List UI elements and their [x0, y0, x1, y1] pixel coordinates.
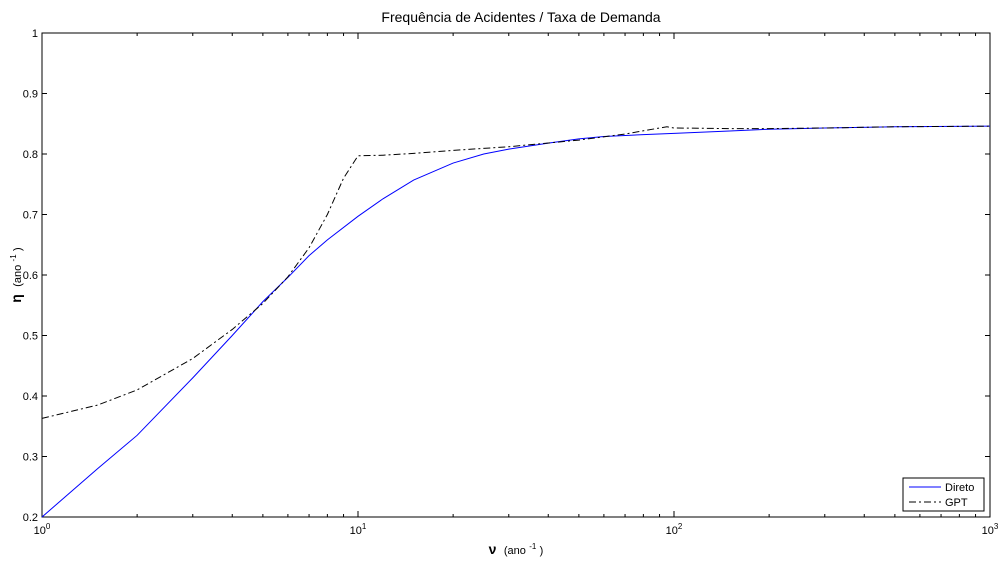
x-axis-unit: (ano [504, 545, 526, 557]
plot-area [41, 32, 991, 518]
x-tick-label: 101 [350, 522, 367, 537]
series-layer [41, 125, 991, 518]
legend-label-gpt: GPT [945, 497, 968, 509]
series-line-gpt [41, 125, 991, 419]
y-tick-label: 0.5 [23, 331, 38, 343]
x-axis-title: ν (ano -1 ) [489, 538, 544, 557]
y-tick-label: 0.2 [23, 512, 38, 524]
x-tick-label: 102 [666, 522, 683, 537]
series-line-direto [41, 125, 991, 518]
y-axis-title: η (ano -1 ) [5, 247, 24, 302]
y-tick-label: 0.6 [23, 270, 38, 282]
y-axis-unit-close: ) [12, 247, 24, 251]
y-axis-unit-exponent: -1 [9, 254, 18, 262]
chart-title: Frequência de Acidentes / Taxa de Demand… [381, 9, 660, 25]
x-axis-symbol: ν [489, 541, 497, 557]
x-tick-label: 103 [982, 522, 999, 537]
y-tick-label: 0.8 [23, 149, 38, 161]
legend-label-direto: Direto [945, 482, 974, 494]
x-axis-unit-exponent: -1 [529, 542, 537, 551]
y-tick-label: 0.4 [23, 391, 38, 403]
y-axis: 0.2 0.3 0.4 0.5 0.6 0.7 0.8 0.9 1 [23, 28, 990, 524]
y-tick-label: 0.7 [23, 210, 38, 222]
y-tick-label: 1 [32, 28, 38, 40]
y-tick-label: 0.9 [23, 89, 38, 101]
x-axis-unit-close: ) [540, 545, 544, 557]
y-tick-label: 0.3 [23, 452, 38, 464]
legend: Direto GPT [902, 477, 985, 512]
y-axis-symbol: η [8, 294, 24, 303]
x-axis: 100 101 102 103 [34, 33, 999, 537]
x-tick-label: 100 [34, 522, 51, 537]
legend-box [902, 477, 985, 512]
y-axis-unit: (ano [12, 265, 24, 287]
